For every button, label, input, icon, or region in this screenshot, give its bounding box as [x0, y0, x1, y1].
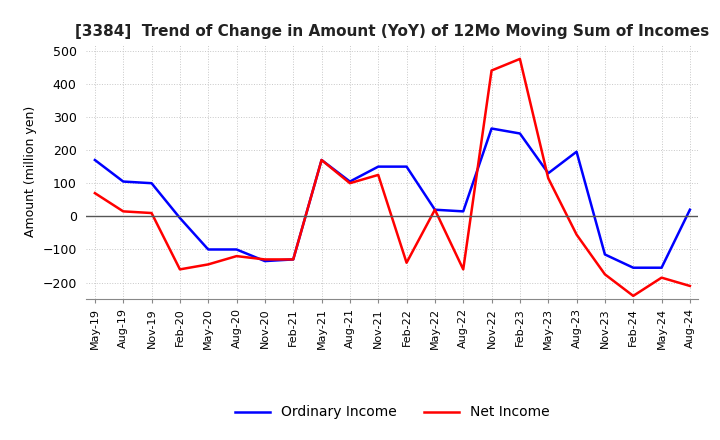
Net Income [544, 176, 552, 181]
Net Income [261, 257, 269, 262]
Net Income [176, 267, 184, 272]
Ordinary Income [402, 164, 411, 169]
Net Income [431, 207, 439, 213]
Ordinary Income [600, 252, 609, 257]
Ordinary Income [233, 247, 241, 252]
Net Income [119, 209, 127, 214]
Net Income [318, 158, 326, 163]
Net Income [289, 257, 297, 262]
Line: Net Income: Net Income [95, 59, 690, 296]
Line: Ordinary Income: Ordinary Income [95, 128, 690, 268]
Title: [3384]  Trend of Change in Amount (YoY) of 12Mo Moving Sum of Incomes: [3384] Trend of Change in Amount (YoY) o… [76, 24, 709, 39]
Ordinary Income [289, 257, 297, 262]
Net Income [233, 253, 241, 259]
Net Income [91, 191, 99, 196]
Net Income [374, 172, 382, 178]
Ordinary Income [459, 209, 467, 214]
Ordinary Income [374, 164, 382, 169]
Net Income [685, 283, 694, 289]
Ordinary Income [431, 207, 439, 213]
Ordinary Income [685, 207, 694, 213]
Ordinary Income [119, 179, 127, 184]
Ordinary Income [261, 258, 269, 264]
Ordinary Income [346, 179, 354, 184]
Net Income [402, 260, 411, 265]
Net Income [516, 56, 524, 62]
Net Income [600, 272, 609, 277]
Ordinary Income [318, 158, 326, 163]
Ordinary Income [148, 180, 156, 186]
Legend: Ordinary Income, Net Income: Ordinary Income, Net Income [230, 400, 555, 425]
Net Income [487, 68, 496, 73]
Ordinary Income [204, 247, 212, 252]
Ordinary Income [91, 158, 99, 163]
Ordinary Income [657, 265, 666, 270]
Ordinary Income [516, 131, 524, 136]
Net Income [346, 180, 354, 186]
Net Income [657, 275, 666, 280]
Ordinary Income [544, 171, 552, 176]
Ordinary Income [176, 215, 184, 220]
Ordinary Income [572, 149, 581, 154]
Y-axis label: Amount (million yen): Amount (million yen) [24, 106, 37, 237]
Net Income [148, 210, 156, 216]
Net Income [572, 232, 581, 237]
Ordinary Income [629, 265, 637, 270]
Net Income [204, 262, 212, 267]
Net Income [459, 267, 467, 272]
Ordinary Income [487, 126, 496, 131]
Net Income [629, 293, 637, 298]
